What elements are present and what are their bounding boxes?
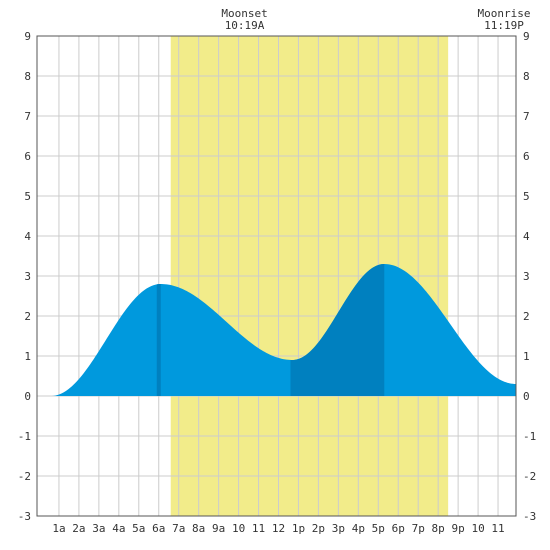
- y-tick-label-left: 8: [24, 70, 31, 83]
- x-tick-label: 6a: [152, 522, 165, 535]
- y-tick-label-right: -3: [523, 510, 536, 523]
- y-tick-label-right: 5: [523, 190, 530, 203]
- plot-frame: [36, 35, 517, 517]
- x-tick-label: 1p: [292, 522, 305, 535]
- y-tick-label-right: 4: [523, 230, 530, 243]
- y-tick-label-left: -2: [18, 470, 31, 483]
- x-tick-label: 5p: [372, 522, 385, 535]
- y-tick-label-right: -1: [523, 430, 536, 443]
- x-tick-label: 11: [252, 522, 265, 535]
- tide-dark-band: [290, 264, 385, 396]
- y-tick-label-right: 6: [523, 150, 530, 163]
- y-tick-label-left: 0: [24, 390, 31, 403]
- moon-event-time: 11:19P: [484, 19, 524, 32]
- y-tick-label-right: 1: [523, 350, 530, 363]
- x-tick-label: 9a: [212, 522, 225, 535]
- x-tick-label: 3a: [92, 522, 105, 535]
- moon-event-time: 10:19A: [225, 19, 265, 32]
- grid-layer: [37, 35, 516, 517]
- x-tick-label: 6p: [392, 522, 405, 535]
- y-tick-label-right: -2: [523, 470, 536, 483]
- moon-event-title: Moonset: [221, 7, 267, 20]
- y-tick-label-left: 2: [24, 310, 31, 323]
- x-tick-label: 4a: [112, 522, 125, 535]
- y-tick-label-right: 7: [523, 110, 530, 123]
- y-tick-label-left: -1: [18, 430, 31, 443]
- y-tick-label-left: 9: [24, 30, 31, 43]
- x-tick-label: 11: [491, 522, 504, 535]
- plot-frame-layer: [36, 35, 517, 517]
- y-tick-label-left: 4: [24, 230, 31, 243]
- y-tick-label-left: 5: [24, 190, 31, 203]
- y-tick-label-right: 0: [523, 390, 530, 403]
- x-tick-label: 1a: [52, 522, 65, 535]
- x-tick-label: 5a: [132, 522, 145, 535]
- x-tick-label: 4p: [352, 522, 365, 535]
- x-tick-label: 9p: [451, 522, 464, 535]
- y-axis-left-labels: -3 -2 -1 0 1 2 3 4 5 6 7 8 9: [18, 30, 32, 523]
- y-tick-label-left: 7: [24, 110, 31, 123]
- y-tick-label-left: -3: [18, 510, 31, 523]
- y-tick-label-right: 3: [523, 270, 530, 283]
- moon-event-title: Moonrise: [478, 7, 531, 20]
- x-tick-label: 3p: [332, 522, 345, 535]
- y-axis-right-labels: -3 -2 -1 0 1 2 3 4 5 6 7 8 9: [523, 30, 536, 523]
- y-tick-label-left: 1: [24, 350, 31, 363]
- y-tick-label-right: 8: [523, 70, 530, 83]
- x-tick-label: 2a: [72, 522, 85, 535]
- x-axis-labels: 1a 2a 3a 4a 5a 6a 7a 8a 9a 10 11 12 1p 2p 3p 4p 5p 6p 7p 8p…: [52, 522, 504, 535]
- tide-layer: [37, 264, 516, 396]
- x-tick-label: 7p: [412, 522, 425, 535]
- y-tick-label-left: 6: [24, 150, 31, 163]
- y-tick-label-right: 2: [523, 310, 530, 323]
- x-tick-label: 8a: [192, 522, 205, 535]
- x-tick-label: 12: [272, 522, 285, 535]
- tide-dark-band: [156, 284, 161, 396]
- y-tick-label-right: 9: [523, 30, 530, 43]
- x-tick-label: 10: [471, 522, 484, 535]
- x-tick-label: 7a: [172, 522, 185, 535]
- x-tick-label: 2p: [312, 522, 325, 535]
- y-tick-label-left: 3: [24, 270, 31, 283]
- x-tick-label: 8p: [432, 522, 445, 535]
- x-tick-label: 10: [232, 522, 245, 535]
